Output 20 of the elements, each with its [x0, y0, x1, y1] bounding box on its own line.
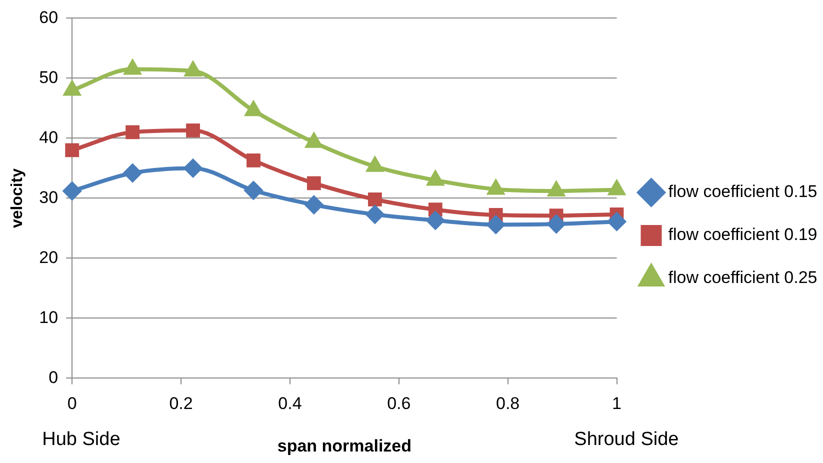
- x-tick-label: 0.2: [169, 394, 193, 414]
- y-tick-label: 60: [39, 8, 58, 27]
- y-tick-label: 20: [39, 248, 58, 267]
- y-tick-label: 10: [39, 308, 58, 327]
- y-axis-title: velocity: [9, 168, 26, 228]
- x-tick-label: 1: [612, 394, 622, 414]
- text: Hub Side: [42, 429, 120, 450]
- text: Shroud Side: [574, 429, 679, 450]
- x-tick-label: 0.8: [496, 394, 520, 414]
- x-tick-label: 0.4: [278, 394, 302, 414]
- y-tick-label: 30: [39, 188, 58, 207]
- x-axis-title: span normalized: [277, 436, 412, 456]
- legend-label: flow coefficient 0.15: [668, 182, 818, 202]
- y-tick-label: 0: [48, 368, 58, 387]
- legend-label: flow coefficient 0.19: [668, 225, 818, 244]
- x-tick-label: 0: [67, 394, 77, 414]
- legend-label: flow coefficient 0.25: [668, 268, 818, 288]
- y-tick-label: 40: [39, 128, 58, 147]
- x-tick-label: 0.6: [387, 394, 411, 414]
- y-tick-label: 50: [39, 68, 58, 87]
